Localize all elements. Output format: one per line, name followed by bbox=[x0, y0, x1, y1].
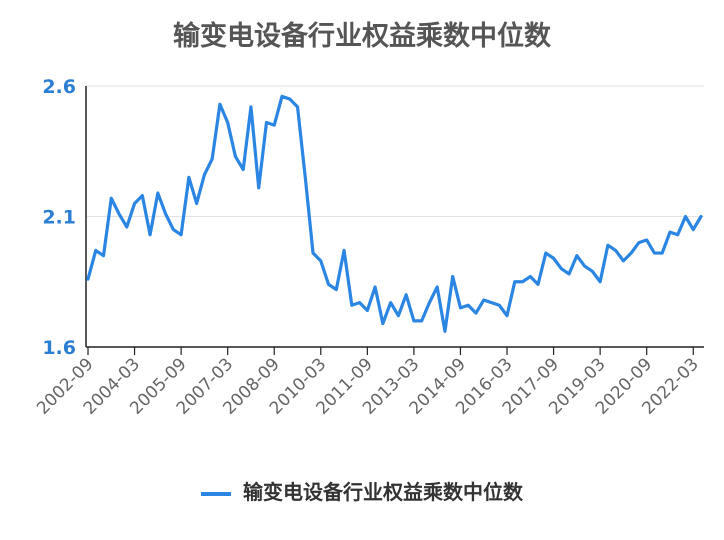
data-point bbox=[333, 287, 339, 293]
series-line bbox=[86, 94, 703, 333]
data-point bbox=[132, 200, 138, 206]
data-point bbox=[582, 263, 588, 269]
data-point bbox=[194, 200, 200, 206]
data-point bbox=[380, 321, 386, 327]
chart-title: 输变电设备行业权益乘数中位数 bbox=[173, 21, 551, 52]
data-point bbox=[620, 258, 626, 264]
data-point bbox=[411, 318, 417, 324]
data-point bbox=[512, 279, 518, 285]
data-point bbox=[186, 174, 192, 180]
data-point bbox=[364, 307, 370, 313]
data-point bbox=[504, 313, 510, 319]
data-point bbox=[302, 174, 308, 180]
data-point bbox=[698, 214, 704, 220]
data-point bbox=[310, 250, 316, 256]
data-point bbox=[256, 185, 262, 191]
data-point bbox=[605, 242, 611, 248]
data-point bbox=[318, 258, 324, 264]
data-point bbox=[201, 172, 207, 178]
legend-label: 输变电设备行业权益乘数中位数 bbox=[243, 480, 523, 504]
x-tick-labels: 2002-092004-032005-092007-032008-092010-… bbox=[33, 354, 703, 418]
data-point bbox=[279, 93, 285, 99]
data-point bbox=[263, 120, 269, 126]
data-point bbox=[675, 232, 681, 238]
data-point bbox=[287, 96, 293, 102]
data-point bbox=[357, 300, 363, 306]
data-point bbox=[341, 247, 347, 253]
data-point bbox=[636, 240, 642, 246]
data-point bbox=[496, 302, 502, 308]
data-point bbox=[558, 266, 564, 272]
data-point bbox=[419, 318, 425, 324]
data-point bbox=[589, 268, 595, 274]
data-point bbox=[209, 156, 215, 162]
data-point bbox=[372, 284, 378, 290]
data-point bbox=[613, 247, 619, 253]
data-point bbox=[395, 313, 401, 319]
data-point bbox=[139, 193, 145, 199]
data-point bbox=[232, 153, 238, 159]
y-tick-label: 1.6 bbox=[42, 337, 76, 359]
data-point bbox=[101, 253, 107, 259]
data-point bbox=[434, 284, 440, 290]
data-point bbox=[527, 274, 533, 280]
data-point bbox=[574, 253, 580, 259]
data-point bbox=[147, 232, 153, 238]
y-tick-labels: 2.6 2.1 1.6 bbox=[42, 76, 76, 359]
data-point bbox=[93, 247, 99, 253]
data-point bbox=[248, 104, 254, 110]
data-point bbox=[85, 276, 91, 282]
data-point bbox=[124, 224, 130, 230]
data-point bbox=[426, 300, 432, 306]
data-point bbox=[465, 302, 471, 308]
data-point bbox=[690, 227, 696, 233]
data-point bbox=[155, 190, 161, 196]
data-point bbox=[481, 297, 487, 303]
data-point bbox=[535, 281, 541, 287]
data-point bbox=[108, 195, 114, 201]
data-point bbox=[178, 232, 184, 238]
data-point bbox=[217, 101, 223, 107]
data-point bbox=[240, 167, 246, 173]
data-point bbox=[457, 305, 463, 311]
data-point bbox=[651, 250, 657, 256]
legend-swatch bbox=[201, 491, 231, 496]
data-point bbox=[543, 250, 549, 256]
data-point bbox=[566, 271, 572, 277]
data-point bbox=[170, 227, 176, 233]
data-point bbox=[597, 279, 603, 285]
data-point bbox=[450, 274, 456, 280]
data-point bbox=[225, 120, 231, 126]
data-point bbox=[403, 292, 409, 298]
data-point bbox=[473, 310, 479, 316]
data-point bbox=[271, 122, 277, 128]
data-point bbox=[644, 237, 650, 243]
series-layer bbox=[85, 93, 704, 334]
data-point bbox=[295, 104, 301, 110]
data-point bbox=[682, 214, 688, 220]
data-point bbox=[442, 328, 448, 334]
data-point bbox=[349, 302, 355, 308]
data-point bbox=[551, 255, 557, 261]
axes bbox=[85, 86, 704, 355]
data-point bbox=[116, 211, 122, 217]
data-point bbox=[388, 300, 394, 306]
data-point bbox=[667, 229, 673, 235]
legend[interactable]: 输变电设备行业权益乘数中位数 bbox=[0, 476, 724, 505]
y-tick-label: 2.1 bbox=[42, 207, 76, 229]
data-point bbox=[163, 211, 169, 217]
data-point bbox=[628, 250, 634, 256]
data-point bbox=[488, 300, 494, 306]
data-point bbox=[326, 281, 332, 287]
data-point bbox=[659, 250, 665, 256]
y-tick-label: 2.6 bbox=[42, 76, 76, 98]
data-point bbox=[520, 279, 526, 285]
